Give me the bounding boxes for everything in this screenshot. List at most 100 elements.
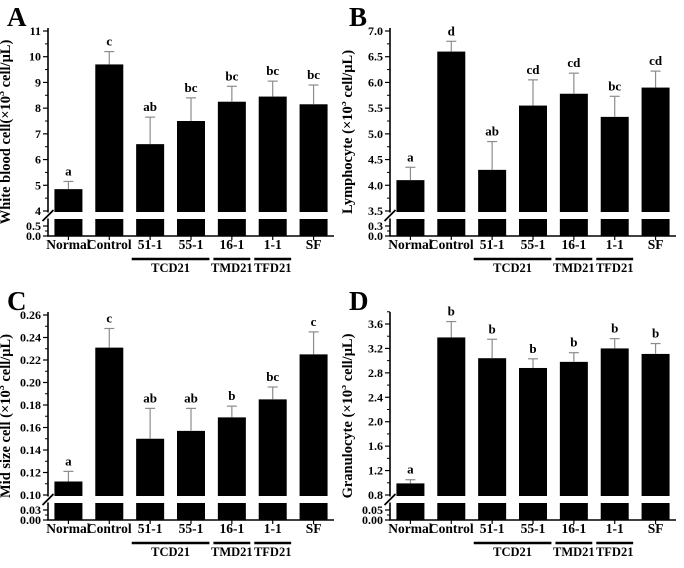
group-label: TCD21 bbox=[493, 545, 532, 559]
group-label: TMD21 bbox=[553, 261, 595, 275]
y-axis-title-superscript: 3 bbox=[0, 385, 7, 390]
significance-letter: cd bbox=[649, 53, 663, 68]
x-category-label: 1-1 bbox=[264, 521, 282, 536]
y-tick-label: 5.5 bbox=[368, 101, 383, 115]
group-label: TCD21 bbox=[151, 261, 190, 275]
x-category-label: 51-1 bbox=[480, 237, 505, 252]
bar-control bbox=[95, 347, 124, 520]
significance-letter: cd bbox=[527, 62, 541, 77]
y-axis-title-text: Lymphocyte (×10 bbox=[342, 106, 356, 214]
significance-letter: bc bbox=[266, 369, 279, 384]
y-tick-label: 11 bbox=[30, 24, 41, 38]
bar-51-1 bbox=[136, 144, 165, 236]
significance-letter: c bbox=[311, 314, 317, 329]
y-axis-title: Mid size cell (×103 cell/μL) bbox=[0, 334, 14, 498]
axis-break-band bbox=[49, 212, 334, 219]
y-tick-label: 0.20 bbox=[20, 376, 41, 390]
significance-letter: bc bbox=[307, 67, 320, 82]
y-lower-tick-label: 0.05 bbox=[362, 503, 383, 517]
x-category-label: SF bbox=[648, 237, 664, 252]
x-category-label: Normal bbox=[388, 237, 432, 252]
significance-letter: bc bbox=[608, 78, 621, 93]
group-label: TFD21 bbox=[596, 545, 634, 559]
significance-letter: cd bbox=[567, 55, 581, 70]
significance-letter: b bbox=[529, 341, 536, 356]
y-axis-title: White blood cell(×103 cell/μL) bbox=[0, 40, 14, 225]
axis-break-band bbox=[391, 496, 676, 503]
axis-break-slash-icon bbox=[41, 493, 55, 506]
bar-16-1 bbox=[559, 361, 588, 520]
axis-break-slash-icon bbox=[383, 493, 397, 506]
bar-16-1 bbox=[217, 417, 246, 520]
y-lower-tick-label: 0.00 bbox=[362, 513, 383, 527]
significance-letter: bc bbox=[185, 80, 198, 95]
bar-sf bbox=[641, 353, 670, 520]
y-tick-label: 1.2 bbox=[368, 464, 383, 478]
x-category-label: Control bbox=[429, 521, 474, 536]
y-axis-title-unit: cell/μL) bbox=[342, 50, 356, 101]
x-category-label: 55-1 bbox=[521, 521, 546, 536]
y-axis-title: Lymphocyte (×103 cell/μL) bbox=[342, 50, 356, 214]
y-axis-title-unit: cell/μL) bbox=[342, 333, 356, 384]
chart-panel-d: a b b b b b b 3.6 3.2 2.8 2.4 2.0 1.6 1.2 0.80.050.00 N… bbox=[342, 286, 676, 559]
y-tick-label: 9 bbox=[35, 75, 41, 89]
y-tick-label: 3.6 bbox=[368, 317, 383, 331]
y-tick-label: 2.4 bbox=[368, 390, 383, 404]
bar-control bbox=[95, 64, 124, 236]
significance-letter: b bbox=[611, 321, 618, 336]
x-category-label: 16-1 bbox=[219, 237, 244, 252]
bar-sf bbox=[299, 354, 328, 520]
group-label: TMD21 bbox=[211, 261, 253, 275]
y-tick-label: 5.0 bbox=[368, 127, 383, 141]
group-label: TMD21 bbox=[211, 545, 253, 559]
bar-control bbox=[437, 51, 466, 237]
x-category-label: 1-1 bbox=[606, 521, 624, 536]
bar-51-1 bbox=[478, 358, 507, 520]
y-tick-label: 6 bbox=[35, 153, 41, 167]
y-axis-title-superscript: 3 bbox=[342, 385, 349, 390]
bar-51-1 bbox=[136, 438, 165, 520]
group-label: TCD21 bbox=[151, 545, 190, 559]
bar-55-1 bbox=[519, 367, 547, 520]
axis-break-band bbox=[391, 212, 676, 219]
y-tick-label: 4.0 bbox=[368, 178, 383, 192]
y-tick-label: 6.0 bbox=[368, 75, 383, 89]
bar-55-1 bbox=[177, 430, 205, 520]
x-category-label: Normal bbox=[388, 521, 432, 536]
x-category-label: SF bbox=[306, 237, 322, 252]
y-tick-label: 0.18 bbox=[20, 398, 41, 412]
bar-normal bbox=[396, 180, 425, 236]
group-label: TFD21 bbox=[596, 261, 634, 275]
y-lower-tick-label: 0.0 bbox=[368, 229, 383, 243]
significance-letter: b bbox=[570, 335, 577, 350]
y-axis-title: Granulocyte (×103 cell/μL) bbox=[342, 333, 356, 498]
y-lower-tick-label: 0.03 bbox=[20, 503, 41, 517]
bar-sf bbox=[641, 87, 670, 236]
y-tick-label: 7.0 bbox=[368, 24, 383, 38]
y-tick-label: 0.16 bbox=[20, 421, 41, 435]
axis-break-slash-icon bbox=[383, 209, 397, 222]
y-tick-label: 2.8 bbox=[368, 366, 383, 380]
significance-letter: bc bbox=[225, 68, 238, 83]
x-category-label: 55-1 bbox=[179, 521, 204, 536]
y-tick-label: 10 bbox=[29, 50, 41, 64]
x-category-label: 16-1 bbox=[561, 237, 586, 252]
panel-letter: B bbox=[349, 2, 367, 32]
y-tick-label: 4 bbox=[35, 204, 41, 218]
chart-panel-c: a c ab ab b bc c 0.26 0.24 0.22 0.20 0.18 0.16 0.14 0.… bbox=[0, 286, 334, 559]
x-category-label: 51-1 bbox=[138, 521, 163, 536]
y-tick-label: 0.10 bbox=[20, 488, 41, 502]
group-label: TFD21 bbox=[254, 261, 292, 275]
y-tick-label: 4.5 bbox=[368, 153, 383, 167]
x-category-label: Normal bbox=[46, 237, 90, 252]
y-tick-label: 0.8 bbox=[368, 488, 383, 502]
bar-control bbox=[437, 337, 466, 520]
x-category-label: SF bbox=[648, 521, 664, 536]
y-lower-tick-label: 0.3 bbox=[368, 219, 383, 233]
y-axis-title-text: Granulocyte (×10 bbox=[342, 390, 356, 499]
x-category-label: 51-1 bbox=[480, 521, 505, 536]
x-category-label: 16-1 bbox=[219, 521, 244, 536]
x-category-label: Control bbox=[87, 521, 132, 536]
y-axis-title-superscript: 3 bbox=[342, 101, 349, 106]
